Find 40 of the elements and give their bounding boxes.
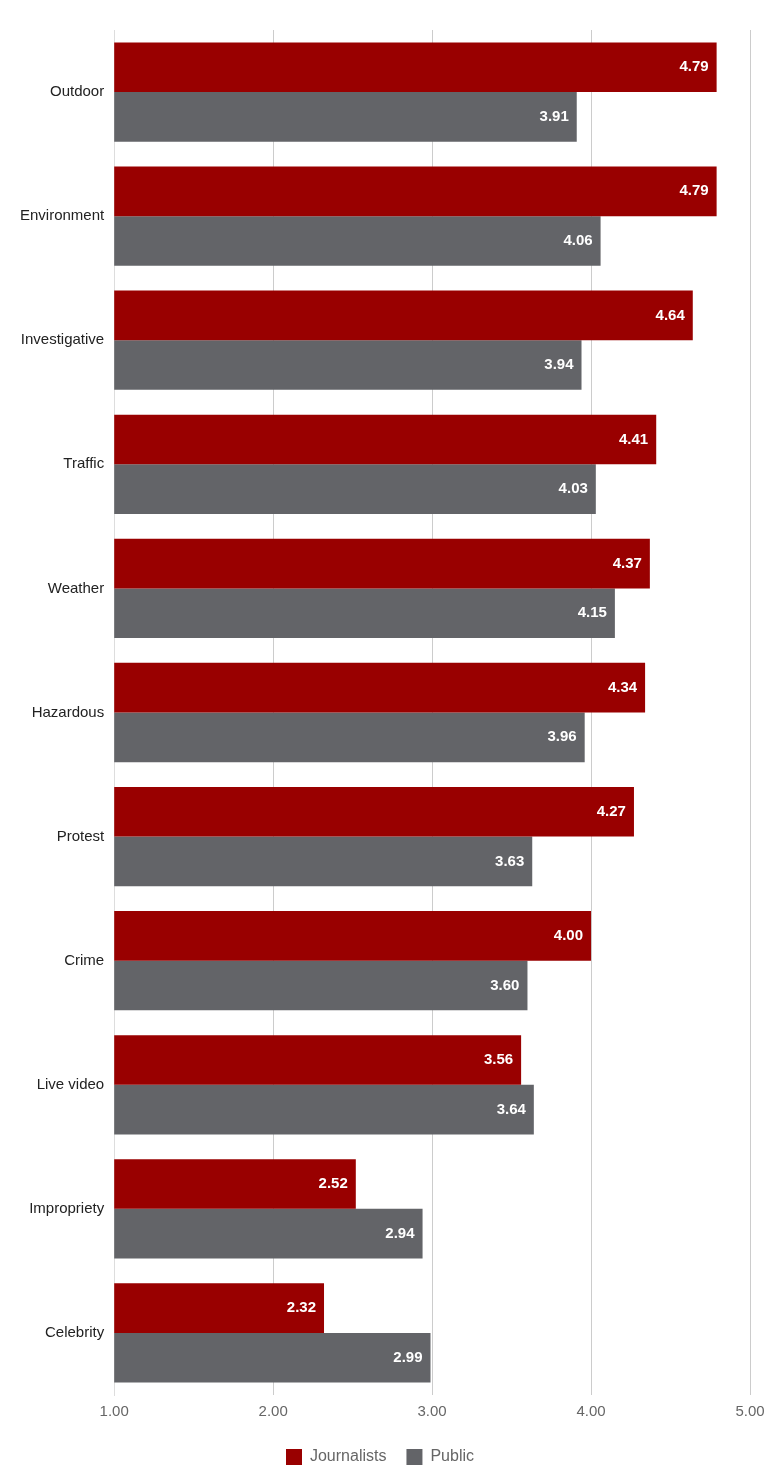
x-tick-label: 4.00 [576, 1402, 606, 1420]
y-tick-label: Traffic [63, 454, 105, 472]
data-label: 3.56 [483, 1050, 514, 1068]
y-tick-label: Investigative [20, 330, 105, 348]
y-tick-label: Protest [56, 826, 106, 844]
data-label: 3.91 [539, 107, 569, 124]
data-label: 4.37 [612, 553, 642, 571]
data-label: 4.06 [563, 231, 593, 249]
data-label: 4.27 [596, 801, 626, 819]
y-tick-label: Hazardous [31, 702, 105, 720]
data-label: 2.94 [385, 1223, 416, 1241]
data-label: 2.99 [393, 1347, 423, 1365]
data-label: 4.00 [553, 926, 584, 943]
y-tick-label: Live video [36, 1074, 105, 1092]
y-tick-label: Impropriety [29, 1199, 105, 1216]
data-label: 4.34 [607, 677, 638, 695]
legend-label: Public [430, 1447, 475, 1465]
data-label: 4.41 [619, 429, 649, 447]
data-label: 3.63 [495, 851, 525, 869]
y-tick-label: Crime [64, 950, 105, 968]
y-tick-label: Outdoor [50, 82, 105, 100]
data-label: 2.32 [286, 1298, 317, 1316]
x-tick-label: 2.00 [258, 1402, 288, 1420]
x-tick-label: 1.00 [99, 1402, 129, 1420]
data-label: 3.96 [547, 727, 577, 745]
x-tick-label: 5.00 [735, 1402, 765, 1420]
data-label: 3.64 [496, 1099, 527, 1117]
y-tick-label: Weather [47, 578, 105, 596]
data-label: 4.64 [655, 305, 686, 323]
data-label: 4.03 [558, 479, 588, 497]
legend-label: Journalists [309, 1447, 387, 1465]
data-label: 4.79 [679, 181, 709, 199]
y-tick-label: Environment [19, 206, 106, 224]
data-label: 3.94 [544, 355, 575, 373]
data-label: 3.60 [490, 975, 520, 993]
data-label: 2.52 [318, 1174, 348, 1192]
data-label: 4.79 [679, 57, 709, 75]
data-label: 4.15 [577, 603, 607, 621]
y-tick-label: Celebrity [45, 1323, 105, 1341]
x-tick-label: 3.00 [417, 1402, 447, 1420]
